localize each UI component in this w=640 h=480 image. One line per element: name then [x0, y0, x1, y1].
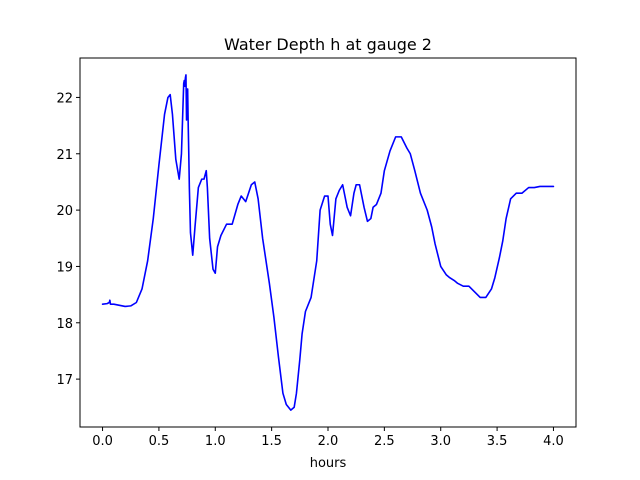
x-tick-label: 3.0 — [430, 434, 451, 449]
y-tick-label: 17 — [56, 373, 73, 388]
y-tick-label: 19 — [56, 260, 73, 275]
x-tick-label: 2.0 — [318, 434, 339, 449]
y-tick-label: 22 — [56, 91, 73, 106]
x-tick-label: 1.5 — [261, 434, 282, 449]
plot-area — [101, 74, 555, 411]
x-tick-label: 3.5 — [487, 434, 508, 449]
y-axis: 17 18 19 20 21 22 — [56, 91, 80, 388]
x-tick-label: 4.0 — [543, 434, 564, 449]
y-tick-label: 20 — [56, 204, 73, 219]
x-tick-label: 2.5 — [374, 434, 395, 449]
chart-title: Water Depth h at gauge 2 — [224, 35, 432, 54]
x-axis-label: hours — [310, 456, 347, 471]
x-tick-label: 0.0 — [92, 434, 113, 449]
series-line — [101, 74, 555, 411]
y-tick-label: 21 — [56, 148, 73, 163]
x-axis: 0.0 0.5 1.0 1.5 2.0 2.5 3.0 3.5 4.0 — [92, 427, 564, 449]
y-tick-label: 18 — [56, 317, 73, 332]
x-tick-label: 0.5 — [149, 434, 170, 449]
x-tick-label: 1.0 — [205, 434, 226, 449]
